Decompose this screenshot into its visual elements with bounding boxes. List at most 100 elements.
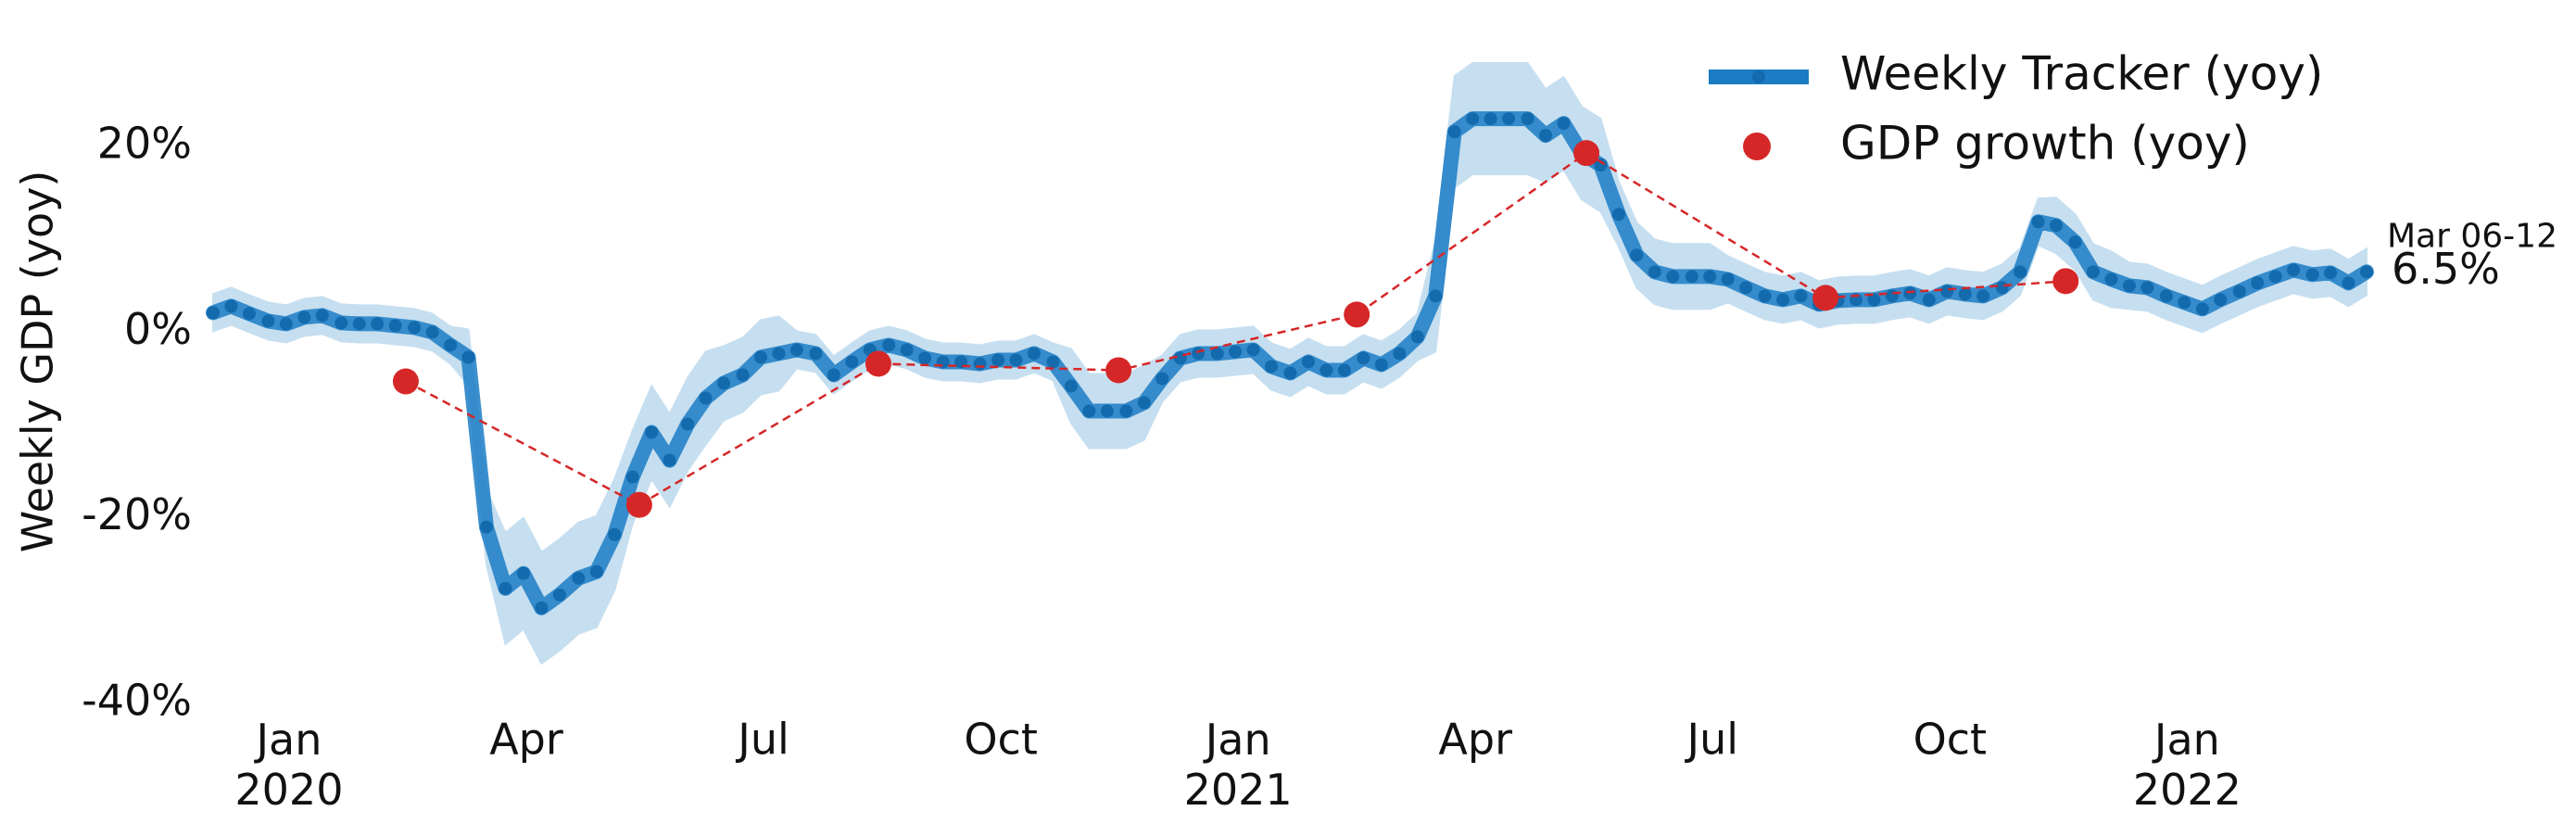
legend-label: GDP growth (yoy)	[1840, 117, 2250, 171]
tracker-point	[827, 368, 840, 382]
tracker-point	[2104, 272, 2118, 286]
tracker-point	[1885, 289, 1899, 303]
tracker-point	[1594, 158, 1608, 172]
tracker-point	[2159, 289, 2173, 303]
x-tick-label: Oct	[964, 715, 1038, 765]
tracker-point	[1976, 289, 1990, 303]
tracker-point	[1283, 366, 1297, 380]
tracker-point	[479, 520, 493, 534]
y-tick-label: -40%	[82, 676, 192, 726]
tracker-point	[516, 566, 530, 580]
gdp-point	[865, 350, 891, 377]
tracker-point	[1027, 347, 1041, 361]
tracker-point	[1611, 208, 1625, 222]
tracker-point	[2324, 266, 2338, 280]
tracker-point	[1357, 351, 1370, 365]
tracker-point	[1739, 281, 1753, 295]
tracker-point	[608, 527, 622, 541]
tracker-point	[589, 564, 603, 578]
tracker-point	[1484, 112, 1497, 126]
tracker-point	[1100, 404, 1114, 418]
tracker-point	[315, 309, 329, 323]
tracker-point	[1758, 289, 1772, 303]
tracker-point	[2342, 276, 2355, 290]
tracker-point	[918, 351, 932, 365]
gdp-point	[2052, 268, 2079, 295]
tracker-point	[224, 299, 238, 313]
x-tick-label: Jan 2021	[1184, 715, 1293, 815]
tracker-point	[261, 314, 275, 328]
tracker-point	[2232, 285, 2246, 298]
tracker-point	[499, 581, 512, 595]
tracker-point	[1867, 293, 1881, 307]
tracker-point	[2287, 263, 2301, 277]
tracker-point	[900, 343, 914, 357]
tracker-point	[1265, 360, 1279, 374]
annotation-date: Mar 06-12	[2387, 217, 2557, 255]
x-tick-label: Apr	[489, 715, 563, 765]
tracker-point	[1137, 396, 1151, 410]
tracker-point	[625, 470, 639, 484]
tracker-point	[973, 357, 987, 371]
tracker-point	[2268, 270, 2282, 284]
tracker-point	[2214, 293, 2228, 307]
tracker-point	[1374, 358, 1388, 372]
tracker-point	[1210, 347, 1224, 361]
tracker-point	[1155, 372, 1169, 386]
gdp-point	[1573, 140, 1600, 167]
tracker-point	[1521, 112, 1534, 126]
tracker-point	[845, 355, 859, 369]
gdp-point	[625, 491, 652, 518]
tracker-point	[1082, 404, 1096, 418]
tracker-point	[2014, 265, 2027, 279]
tracker-point	[388, 319, 402, 333]
tracker-point	[1903, 286, 1917, 300]
tracker-point	[444, 338, 458, 352]
tracker-point	[1466, 112, 1480, 126]
tracker-point	[335, 316, 348, 330]
tracker-point	[572, 571, 586, 585]
tracker-point	[297, 310, 311, 324]
tracker-point	[408, 321, 422, 335]
tracker-point	[1557, 117, 1571, 131]
tracker-point	[991, 353, 1005, 367]
gdp-line	[405, 151, 2066, 507]
y-tick-label: 0%	[124, 304, 192, 354]
tracker-point	[1995, 281, 2009, 295]
tracker-point	[552, 588, 566, 602]
tracker-point	[2251, 276, 2265, 290]
x-tick-label: Apr	[1438, 715, 1512, 765]
tracker-point	[1393, 347, 1407, 361]
tracker-point	[1922, 293, 1936, 307]
tracker-point	[1940, 285, 1954, 298]
tracker-point	[1630, 248, 1644, 262]
tracker-point	[425, 325, 439, 339]
gdp-point	[1105, 357, 1132, 384]
tracker-point	[2086, 265, 2100, 279]
gdp-point	[392, 368, 419, 395]
tracker-point	[2031, 215, 2045, 229]
gdp-point	[1344, 301, 1370, 328]
tracker-point	[2359, 265, 2373, 279]
tracker-point	[1192, 347, 1206, 361]
x-tick-label: Jan 2020	[234, 715, 343, 815]
tracker-point	[1246, 343, 1260, 357]
tracker-point	[699, 391, 713, 405]
tracker-point	[663, 453, 676, 467]
tracker-point	[753, 350, 767, 364]
tracker-point	[1046, 355, 1060, 369]
annotation-value: 6.5%	[2392, 244, 2500, 294]
tracker-point	[535, 601, 549, 614]
tracker-point	[242, 307, 256, 321]
confidence-band	[212, 62, 2368, 665]
tracker-point	[1502, 112, 1516, 126]
tracker-point	[2122, 279, 2136, 293]
tracker-point	[772, 347, 786, 361]
tracker-point	[681, 417, 695, 431]
tracker-point	[1794, 289, 1808, 303]
tracker-point	[371, 317, 385, 331]
legend-dot	[1743, 133, 1771, 160]
tracker-point	[2140, 281, 2154, 295]
